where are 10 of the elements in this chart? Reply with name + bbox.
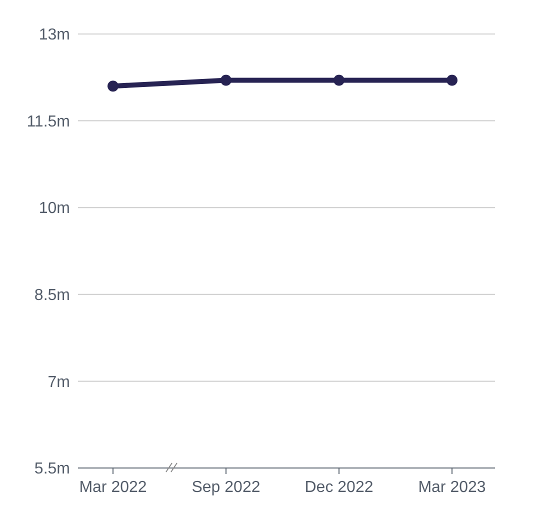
y-tick-label: 13m: [38, 26, 70, 44]
y-tick-label: 7m: [48, 374, 70, 391]
x-tick-label: Mar 2022: [79, 479, 147, 496]
y-tick-label: 10m: [38, 200, 70, 218]
y-tick-label: 5.5m: [34, 460, 70, 478]
y-tick-label: 11.5m: [26, 113, 70, 130]
y-tick-label: 8.5m: [34, 287, 70, 304]
x-tick-label: Sep 2022: [192, 479, 260, 496]
x-tick-label: Dec 2022: [304, 479, 374, 496]
x-tick-label: Mar 2023: [418, 479, 486, 496]
